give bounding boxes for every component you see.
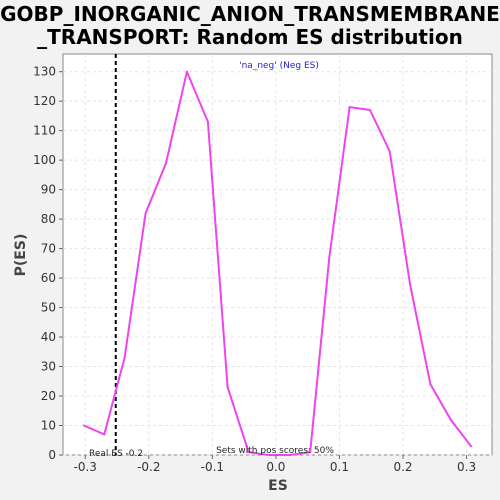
y-tick-label: 70: [41, 242, 56, 256]
data-point: [103, 433, 106, 436]
y-tick-label: 130: [33, 65, 56, 79]
data-point: [267, 454, 270, 456]
data-point: [388, 150, 391, 153]
y-tick-label: 80: [41, 212, 56, 226]
grid-lines: [63, 54, 492, 456]
data-point: [123, 356, 126, 359]
data-point: [247, 451, 250, 454]
plot-area: [62, 53, 493, 456]
chart-title-line2: _TRANSPORT: Random ES distribution: [37, 25, 463, 49]
data-point: [368, 109, 371, 112]
pos-scores-annotation: Sets with pos scores: 50%: [216, 446, 334, 456]
y-tick-label: 100: [33, 153, 56, 167]
x-tick-label: 0.1: [330, 460, 349, 474]
data-point: [328, 256, 331, 259]
data-point: [82, 424, 85, 427]
data-point: [429, 383, 432, 386]
y-tick-label: 10: [41, 419, 56, 433]
y-tick-label: 60: [41, 271, 56, 285]
y-tick-label: 40: [41, 330, 56, 344]
y-tick-label: 0: [48, 448, 56, 462]
data-point: [164, 162, 167, 165]
x-tick-label: -0.2: [137, 460, 160, 474]
data-point: [206, 120, 209, 123]
y-tick-label: 20: [41, 389, 56, 403]
x-axis-label: ES: [268, 478, 288, 494]
y-tick-label: 50: [41, 301, 56, 315]
data-point: [449, 418, 452, 421]
series-line: [83, 70, 472, 456]
series-group: [82, 70, 473, 456]
chart-title-line1: GOBP_INORGANIC_ANION_TRANSMEMBRANE: [0, 2, 500, 26]
data-point: [226, 386, 229, 389]
y-tick-label: 30: [41, 360, 56, 374]
data-point: [348, 106, 351, 109]
x-tick-label: 0.0: [266, 460, 285, 474]
y-tick-label: 90: [41, 183, 56, 197]
data-point: [185, 70, 188, 73]
legend-label: 'na_neg' (Neg ES): [239, 61, 319, 71]
y-axis-label: P(ES): [13, 234, 29, 277]
x-axis: -0.3 -0.2 -0.1 0.0 0.1 0.2 0.3: [74, 455, 476, 474]
x-tick-label: 0.2: [393, 460, 412, 474]
y-tick-label: 110: [33, 124, 56, 138]
data-point: [409, 282, 412, 285]
data-point: [309, 451, 312, 454]
x-tick-label: -0.1: [201, 460, 224, 474]
real-es-label: Real ES -0.2: [89, 449, 143, 459]
y-tick-label: 120: [33, 94, 56, 108]
x-tick-label: 0.3: [457, 460, 476, 474]
data-point: [288, 454, 291, 456]
y-axis: 0 10 20 30 40 50 60 70 80 90 100 110 120 130: [33, 65, 63, 462]
data-point: [144, 212, 147, 215]
data-point: [470, 445, 473, 448]
x-tick-label: -0.3: [74, 460, 97, 474]
